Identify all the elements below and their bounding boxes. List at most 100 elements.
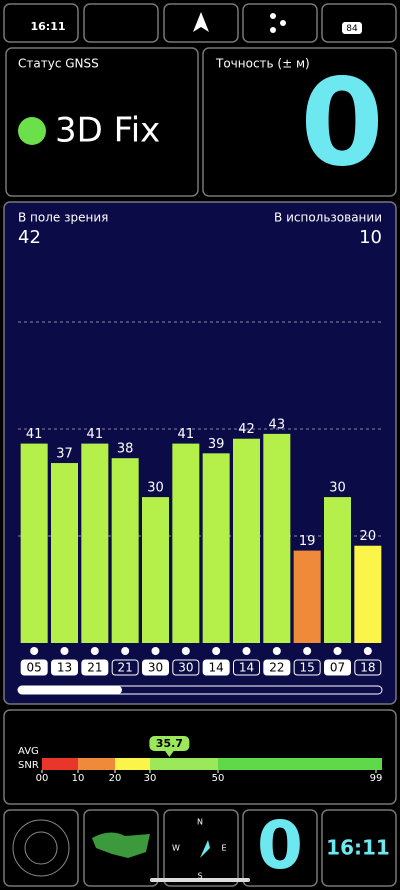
bar xyxy=(324,497,351,643)
sat-id: 21 xyxy=(87,661,102,675)
bar-label: 20 xyxy=(360,529,377,544)
bar xyxy=(81,443,109,643)
sat-id: 07 xyxy=(330,661,345,675)
sat-id-box xyxy=(324,659,351,676)
sat-id: 15 xyxy=(300,661,315,675)
bar-label: 30 xyxy=(147,481,164,496)
bar-label: 42 xyxy=(238,422,255,437)
sat-id-box xyxy=(142,659,169,676)
sat-id: 30 xyxy=(148,661,163,675)
nav-icon xyxy=(193,12,209,32)
status-label: Статус GNSS xyxy=(18,57,99,71)
world-map xyxy=(92,832,150,858)
snr-tick-label: 50 xyxy=(212,773,225,784)
bar xyxy=(142,497,169,643)
snr-tick-label: 20 xyxy=(109,773,122,784)
bar xyxy=(202,453,230,643)
sat-id: 22 xyxy=(269,661,284,675)
sat-id-box xyxy=(20,659,48,676)
sat-dot xyxy=(333,647,342,655)
home-indicator xyxy=(150,878,250,882)
scrollbar-thumb[interactable] xyxy=(18,686,122,694)
bar xyxy=(172,443,200,643)
sat-dot xyxy=(212,647,221,655)
compass-letter: E xyxy=(221,844,226,853)
sat-dot xyxy=(121,647,130,655)
status-value: 3D Fix xyxy=(55,111,160,151)
status-panel xyxy=(5,47,199,197)
snr-segment xyxy=(42,758,78,770)
snr-segment xyxy=(115,758,150,770)
avg-box xyxy=(149,736,190,751)
in-use-label: В использовании xyxy=(274,211,382,225)
compass-button[interactable] xyxy=(163,809,239,887)
snr-segment xyxy=(150,758,218,770)
compass-needle xyxy=(200,840,210,858)
sat-id-box xyxy=(233,659,260,676)
sat-id: 05 xyxy=(27,661,42,675)
compass-letter: S xyxy=(197,872,202,881)
sat-id-box xyxy=(111,659,139,676)
sat-id-box xyxy=(202,659,230,676)
bar-label: 41 xyxy=(26,427,43,442)
snr-segment xyxy=(218,758,382,770)
bottom-accuracy: 0 xyxy=(257,807,303,884)
sat-dot xyxy=(151,647,160,655)
bar-label: 39 xyxy=(208,437,225,452)
snr-tick-label: 30 xyxy=(144,773,157,784)
share-icon xyxy=(270,13,276,19)
bar-label: 19 xyxy=(299,534,316,549)
accuracy-value: 0 xyxy=(300,55,384,194)
snr-panel xyxy=(3,709,397,805)
share-icon xyxy=(280,20,286,26)
radar-button[interactable] xyxy=(3,809,79,887)
sat-id: 13 xyxy=(57,661,72,675)
bar xyxy=(293,550,321,643)
sat-id-box xyxy=(51,659,78,676)
sat-id: 18 xyxy=(360,661,375,675)
sat-dot xyxy=(30,647,39,655)
sat-dot xyxy=(272,647,281,655)
fix-indicator xyxy=(18,117,46,145)
bar xyxy=(51,463,78,643)
avg-label: AVG xyxy=(18,746,39,757)
sat-dot xyxy=(60,647,69,655)
bar-label: 38 xyxy=(117,442,134,457)
radar-ring xyxy=(12,819,70,877)
sat-dot xyxy=(181,647,190,655)
clock-button[interactable] xyxy=(321,809,397,887)
bar-label: 41 xyxy=(178,427,195,442)
bar xyxy=(233,438,260,643)
status-box[interactable] xyxy=(3,3,79,43)
avg-pointer xyxy=(164,750,175,757)
bar xyxy=(111,458,139,643)
bar-label: 41 xyxy=(87,427,104,442)
accuracy-button[interactable] xyxy=(242,809,318,887)
sat-dot xyxy=(363,647,372,655)
snr-tick-label: 99 xyxy=(370,773,383,784)
sat-id-box xyxy=(81,659,109,676)
accuracy-label: Точность (± м) xyxy=(215,57,310,71)
bar-label: 37 xyxy=(56,447,73,462)
sat-id-box xyxy=(354,659,382,676)
avg-value: 35.7 xyxy=(156,737,183,750)
sat-dot xyxy=(303,647,312,655)
sat-id-box xyxy=(293,659,321,676)
compass-letter: W xyxy=(172,844,180,853)
battery-level: 84 xyxy=(346,24,358,34)
sat-dot xyxy=(242,647,251,655)
status-box[interactable] xyxy=(83,3,159,43)
battery xyxy=(342,22,362,34)
sat-id: 14 xyxy=(239,661,254,675)
bar xyxy=(354,545,382,643)
bar-label: 43 xyxy=(269,417,286,432)
snr-tick-label: 00 xyxy=(36,773,49,784)
sat-dot xyxy=(90,647,99,655)
snr-label: SNR xyxy=(18,760,39,771)
bar xyxy=(263,433,291,643)
sat-id-box xyxy=(172,659,200,676)
in-view-value: 42 xyxy=(18,227,41,248)
accuracy-panel xyxy=(202,47,397,197)
bar-label: 30 xyxy=(329,481,346,496)
in-use-value: 10 xyxy=(359,227,382,248)
